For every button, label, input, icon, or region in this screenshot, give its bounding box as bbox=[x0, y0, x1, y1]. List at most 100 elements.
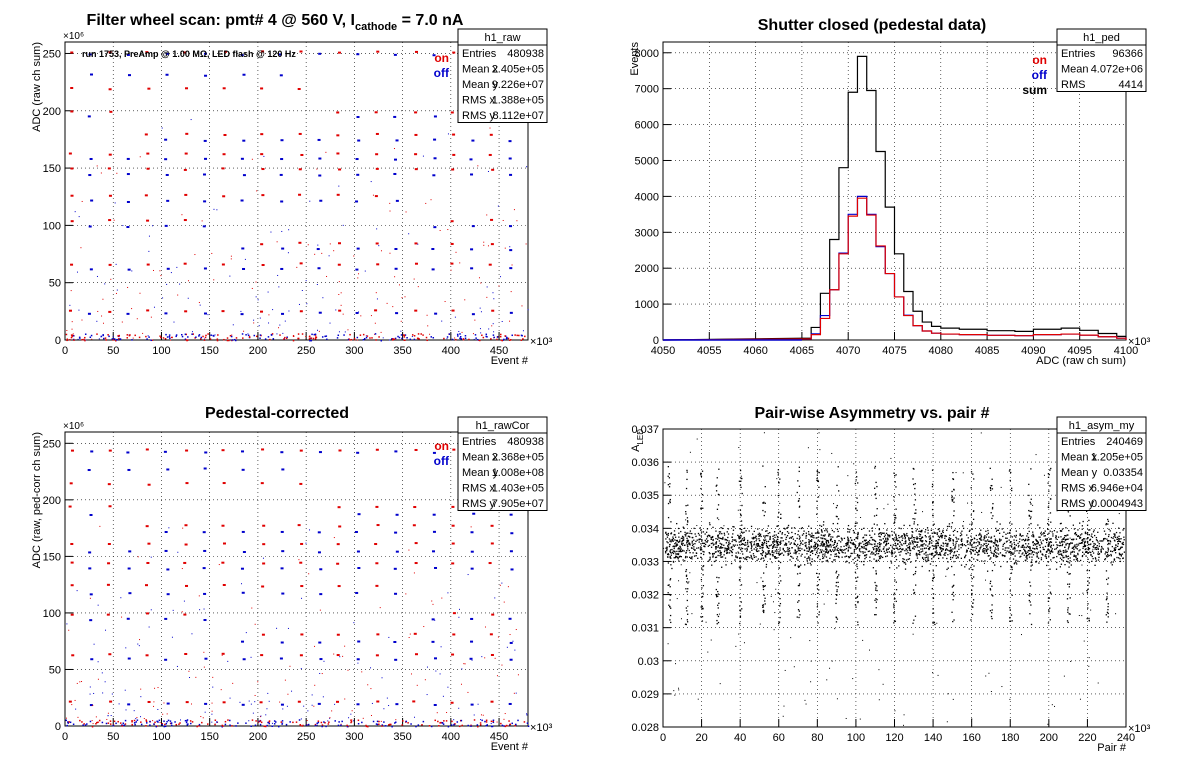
data-point bbox=[240, 199, 244, 202]
data-point bbox=[450, 242, 454, 245]
data-point bbox=[1047, 518, 1050, 521]
data-point bbox=[260, 310, 264, 313]
data-point bbox=[493, 336, 495, 339]
data-point bbox=[448, 333, 451, 335]
data-point bbox=[891, 538, 894, 540]
data-point bbox=[323, 660, 325, 662]
data-point bbox=[389, 210, 391, 212]
data-point bbox=[1065, 535, 1067, 537]
stats-key: RMS x bbox=[462, 95, 496, 107]
data-point bbox=[735, 555, 737, 557]
y-tick-label: 3000 bbox=[635, 227, 659, 239]
data-point bbox=[858, 545, 860, 547]
data-point bbox=[185, 482, 189, 485]
data-point bbox=[904, 542, 907, 545]
data-point bbox=[311, 694, 313, 696]
data-point bbox=[136, 318, 138, 320]
data-point bbox=[1009, 616, 1011, 619]
data-point bbox=[953, 488, 955, 491]
data-point bbox=[504, 725, 507, 728]
data-point bbox=[836, 522, 839, 525]
data-point bbox=[846, 543, 849, 546]
chart-title: Pair-wise Asymmetry vs. pair # bbox=[754, 405, 989, 422]
data-point bbox=[309, 529, 311, 531]
data-point bbox=[501, 339, 503, 342]
y-axis-label-sub: LED bbox=[636, 429, 645, 445]
data-point bbox=[965, 563, 967, 566]
data-point bbox=[1036, 542, 1039, 545]
data-point bbox=[688, 543, 690, 545]
x-tick-label: 50 bbox=[107, 731, 119, 743]
data-point bbox=[1050, 538, 1052, 540]
data-point bbox=[450, 262, 454, 265]
data-point bbox=[395, 199, 399, 202]
data-point bbox=[990, 537, 992, 539]
data-point bbox=[712, 544, 715, 546]
run-annotation: run 1753, PreAmp @ 1.00 MΩ, LED flash @ … bbox=[82, 49, 296, 59]
data-point bbox=[1065, 551, 1067, 553]
data-point bbox=[490, 218, 494, 221]
data-point bbox=[791, 556, 793, 558]
data-point bbox=[763, 585, 765, 588]
data-point bbox=[508, 157, 512, 160]
data-point bbox=[768, 550, 770, 552]
data-point bbox=[1021, 553, 1023, 555]
data-point bbox=[1006, 550, 1008, 552]
data-point bbox=[805, 532, 807, 534]
data-point bbox=[970, 514, 972, 516]
data-point bbox=[115, 722, 117, 725]
data-point bbox=[964, 555, 966, 558]
data-point bbox=[242, 551, 246, 554]
data-point bbox=[994, 547, 997, 549]
data-point bbox=[1114, 535, 1116, 537]
data-point bbox=[476, 338, 479, 341]
data-point bbox=[280, 530, 284, 533]
data-point bbox=[1050, 592, 1052, 595]
data-point bbox=[277, 725, 280, 728]
data-point bbox=[271, 725, 273, 727]
data-point bbox=[108, 449, 112, 452]
data-point bbox=[125, 709, 127, 711]
data-point bbox=[840, 546, 842, 548]
data-point bbox=[1114, 548, 1117, 550]
data-point bbox=[1009, 607, 1011, 609]
data-point bbox=[492, 334, 495, 336]
data-point bbox=[460, 338, 462, 340]
data-point bbox=[826, 531, 829, 533]
data-point bbox=[317, 267, 321, 270]
data-point bbox=[780, 513, 782, 515]
data-point bbox=[490, 725, 493, 728]
data-point bbox=[850, 552, 852, 555]
data-point bbox=[796, 537, 798, 540]
data-point bbox=[336, 193, 340, 196]
data-point bbox=[847, 542, 849, 544]
data-point bbox=[742, 532, 744, 534]
data-point bbox=[242, 73, 246, 76]
x-tick-label: 180 bbox=[1001, 732, 1019, 744]
data-point bbox=[996, 529, 998, 531]
data-point bbox=[92, 723, 94, 725]
data-point bbox=[883, 548, 885, 550]
data-point bbox=[962, 525, 964, 527]
data-point bbox=[253, 322, 255, 324]
data-point bbox=[931, 558, 933, 560]
data-point bbox=[971, 589, 973, 591]
data-point bbox=[98, 338, 100, 340]
data-point bbox=[1078, 542, 1080, 545]
y-axis-label: ALED bbox=[630, 429, 645, 452]
data-point bbox=[520, 334, 523, 337]
data-point bbox=[790, 536, 792, 539]
data-point bbox=[329, 717, 331, 719]
data-point bbox=[816, 603, 819, 605]
data-point bbox=[121, 724, 123, 726]
data-point bbox=[170, 339, 172, 341]
data-point bbox=[917, 537, 919, 539]
data-point bbox=[459, 333, 461, 335]
data-point bbox=[804, 556, 806, 558]
data-point bbox=[808, 546, 810, 548]
data-point bbox=[67, 721, 69, 723]
data-point bbox=[826, 544, 828, 546]
data-point bbox=[1006, 547, 1008, 549]
data-point bbox=[684, 531, 686, 534]
data-point bbox=[875, 545, 877, 547]
